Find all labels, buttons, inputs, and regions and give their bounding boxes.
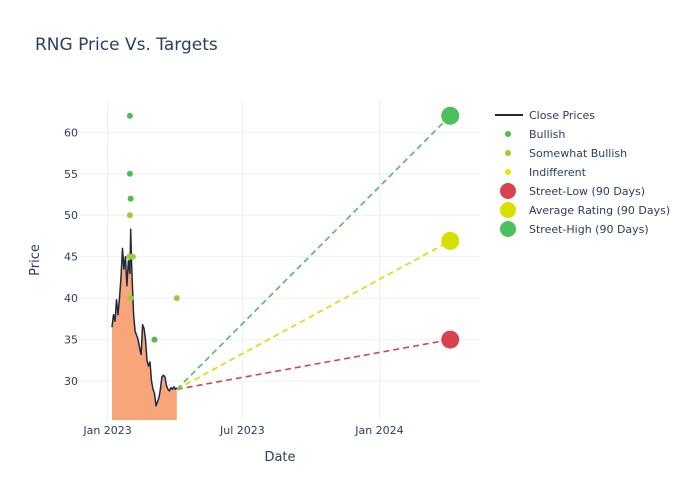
legend-marker-swatch bbox=[500, 221, 516, 237]
x-tick-label: Jan 2024 bbox=[354, 424, 403, 437]
x-axis-title: Date bbox=[264, 450, 295, 465]
y-tick-label: 45 bbox=[64, 251, 78, 264]
legend-label: Close Prices bbox=[529, 109, 595, 122]
y-tick-label: 60 bbox=[64, 126, 78, 139]
close-line bbox=[111, 228, 178, 407]
legend-dot-swatch bbox=[505, 169, 511, 175]
close-price-line bbox=[111, 228, 178, 407]
y-tick-label: 50 bbox=[64, 209, 78, 222]
target-marker bbox=[441, 330, 460, 349]
legend-dot-swatch bbox=[505, 150, 511, 156]
legend[interactable]: Close Prices Bullish Somewhat Bullish Indif… bbox=[495, 109, 670, 237]
legend-dot-swatch bbox=[505, 131, 511, 137]
rating-point bbox=[126, 112, 133, 119]
legend-label: Indifferent bbox=[529, 166, 587, 179]
y-tick-label: 30 bbox=[64, 375, 78, 388]
chart-title: RNG Price Vs. Targets bbox=[35, 35, 218, 55]
legend-marker-swatch bbox=[500, 202, 516, 218]
legend-label: Somewhat Bullish bbox=[529, 147, 627, 160]
target-line bbox=[176, 240, 451, 391]
target-line bbox=[176, 338, 451, 391]
y-tick-label: 40 bbox=[64, 292, 78, 305]
legend-label: Street-Low (90 Days) bbox=[529, 185, 645, 198]
rating-points bbox=[126, 106, 460, 349]
target-marker bbox=[441, 231, 460, 250]
rating-point bbox=[129, 253, 136, 260]
rating-point bbox=[151, 336, 158, 343]
target-marker bbox=[441, 106, 460, 125]
x-tick-label: Jan 2023 bbox=[82, 424, 131, 437]
close-price-area bbox=[112, 229, 177, 420]
x-tick-label: Jul 2023 bbox=[219, 424, 265, 437]
y-tick-label: 35 bbox=[64, 334, 78, 347]
legend-label: Bullish bbox=[529, 128, 565, 141]
rating-point bbox=[126, 212, 133, 219]
rating-point bbox=[127, 295, 134, 302]
legend-marker-swatch bbox=[500, 183, 516, 199]
rating-point bbox=[126, 170, 133, 177]
target-line bbox=[176, 115, 451, 390]
target-lines bbox=[176, 115, 451, 391]
legend-label: Street-High (90 Days) bbox=[529, 223, 649, 236]
rating-point bbox=[127, 195, 134, 202]
y-axis-title: Price bbox=[28, 244, 43, 276]
y-tick-label: 55 bbox=[64, 168, 78, 181]
close-area bbox=[112, 229, 177, 420]
rating-point bbox=[173, 295, 180, 302]
grid bbox=[80, 100, 480, 420]
legend-label: Average Rating (90 Days) bbox=[529, 204, 670, 217]
axis-ticks: 30 35 40 45 50 55 60 Jan 2023 Jul 2023 Jan 2024 bbox=[64, 126, 404, 437]
